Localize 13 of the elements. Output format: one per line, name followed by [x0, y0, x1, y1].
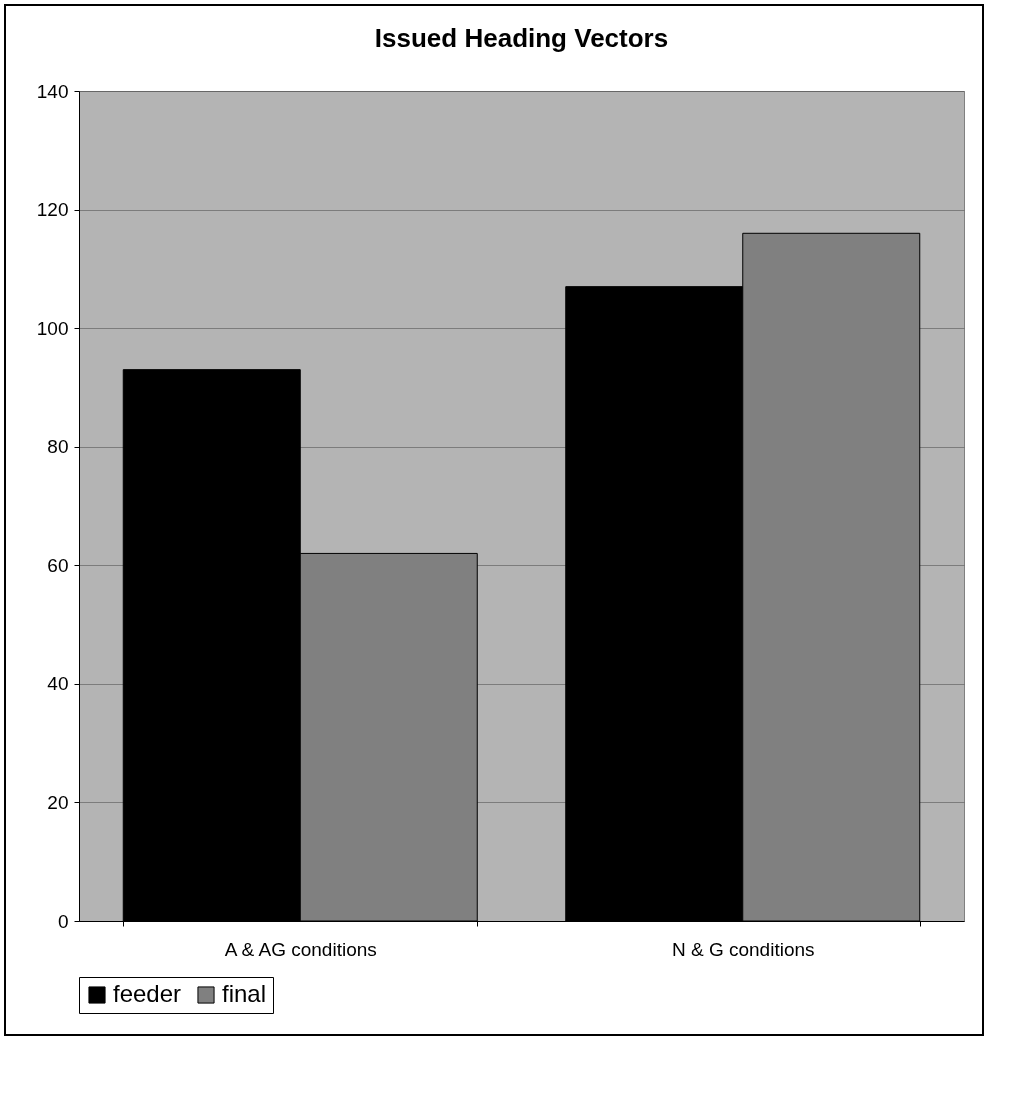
- legend-label: final: [222, 980, 267, 1007]
- y-tick-label: 40: [47, 673, 69, 695]
- chart-title: Issued Heading Vectors: [374, 23, 669, 53]
- y-tick-label: 0: [57, 910, 69, 932]
- y-tick-label: 120: [36, 199, 69, 221]
- y-tick-label: 60: [47, 554, 69, 576]
- y-tick-label: 80: [47, 436, 69, 458]
- x-tick-label: A & AG conditions: [224, 938, 377, 960]
- x-tick-label: N & G conditions: [671, 938, 815, 960]
- y-tick-label: 100: [36, 317, 69, 339]
- y-tick-label: 20: [47, 791, 69, 813]
- y-tick-label: 140: [36, 80, 69, 102]
- legend-label: feeder: [113, 980, 182, 1007]
